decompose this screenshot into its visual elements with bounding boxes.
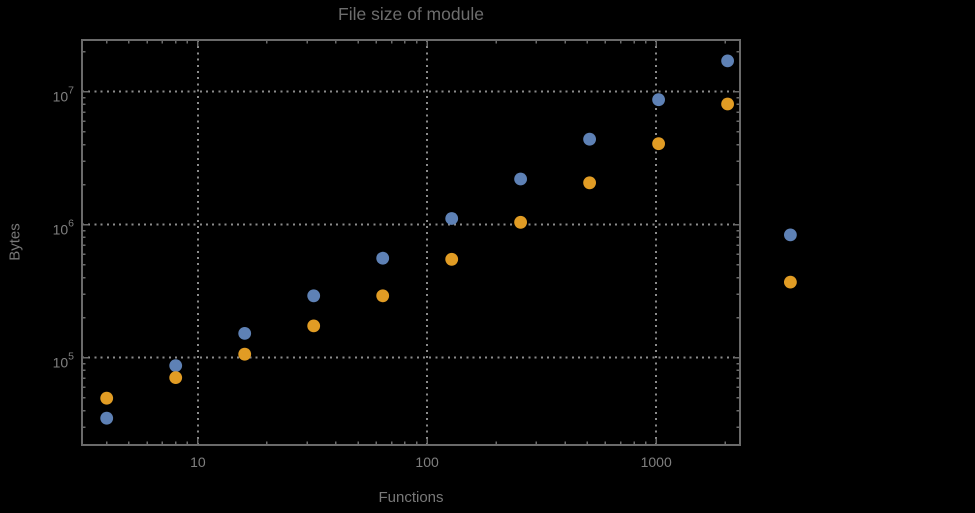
x-axis-label: Functions bbox=[378, 489, 444, 506]
data-point bbox=[307, 319, 321, 333]
x-tick-label: 1000 bbox=[641, 454, 672, 470]
data-point bbox=[514, 172, 527, 186]
data-point bbox=[169, 371, 183, 384]
data-point bbox=[583, 176, 596, 190]
y-tick-label: 107 bbox=[53, 85, 75, 105]
data-point bbox=[652, 137, 665, 151]
y-axis-label: Bytes bbox=[6, 223, 24, 261]
data-point bbox=[376, 251, 390, 265]
data-point bbox=[100, 391, 114, 405]
data-point bbox=[445, 212, 459, 225]
data-point bbox=[721, 97, 734, 111]
data-point bbox=[514, 215, 527, 229]
data-point bbox=[445, 252, 459, 266]
data-point bbox=[100, 411, 114, 425]
data-point bbox=[583, 132, 596, 146]
data-point bbox=[784, 275, 797, 289]
plot-frame bbox=[81, 39, 741, 446]
data-point bbox=[169, 359, 183, 372]
data-point bbox=[652, 93, 665, 107]
y-tick-label: 106 bbox=[53, 218, 75, 238]
data-point bbox=[721, 54, 734, 68]
x-tick-label: 100 bbox=[415, 454, 439, 470]
data-point bbox=[238, 347, 252, 361]
x-tick-label: 10 bbox=[190, 454, 206, 470]
data-point bbox=[238, 327, 252, 340]
chart-title: File size of module bbox=[338, 4, 484, 24]
data-point bbox=[307, 289, 321, 303]
data-point bbox=[784, 228, 797, 242]
data-point bbox=[376, 289, 390, 303]
y-tick-label: 105 bbox=[53, 351, 75, 371]
